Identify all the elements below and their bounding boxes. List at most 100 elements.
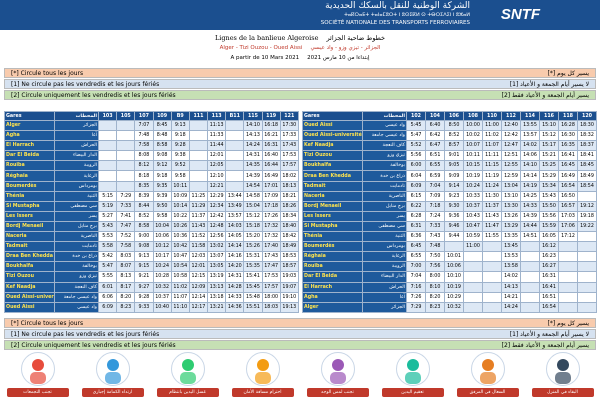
icon-figure bbox=[329, 359, 346, 384]
route-fr: Alger - Tizi Ouzou - Oued Aissi bbox=[219, 45, 303, 51]
advice-icon bbox=[170, 352, 205, 386]
time-cell bbox=[97, 150, 118, 162]
line-fr: Lignes de la banlieue Algeroise bbox=[214, 34, 319, 42]
time-cell: 17:12 bbox=[558, 231, 578, 243]
time-cell: 13:55 bbox=[520, 119, 540, 132]
icon-body bbox=[329, 372, 346, 384]
time-cell: 12:42 bbox=[207, 210, 227, 222]
time-cell: 16:05 bbox=[539, 231, 559, 243]
time-cell bbox=[463, 261, 483, 273]
station-name: Naceria bbox=[302, 190, 363, 202]
advice-icon bbox=[470, 352, 505, 386]
time-cell: 7:04 bbox=[406, 271, 426, 283]
time-cell: 11:37 bbox=[482, 200, 502, 212]
time-cell bbox=[97, 180, 118, 192]
time-cell: 9:52 bbox=[170, 160, 190, 172]
date-fr: A partir de 10 Mars 2021 bbox=[230, 55, 300, 61]
station-name: Agha bbox=[302, 291, 363, 303]
time-cell: 6:31 bbox=[406, 220, 426, 233]
time-cell: 10:43 bbox=[463, 210, 483, 222]
time-cell: 16:57 bbox=[558, 200, 578, 212]
time-cell: 11:10 bbox=[170, 301, 190, 313]
time-cell: 16:18 bbox=[261, 119, 281, 132]
time-cell: 16:23 bbox=[539, 251, 559, 263]
icon-head bbox=[556, 359, 569, 371]
time-cell bbox=[463, 271, 483, 283]
advice-caption: البقاء في المنزل bbox=[531, 388, 594, 397]
time-cell: 13:45 bbox=[501, 241, 521, 253]
time-cell: 16:30 bbox=[558, 130, 578, 142]
time-cell bbox=[116, 130, 136, 142]
train-number: 109 bbox=[152, 111, 172, 121]
time-cell: 17:47 bbox=[261, 261, 281, 273]
route-ar: الجزائر - تيزي وزو - واد عيسي bbox=[310, 45, 381, 51]
time-cell: 7:04 bbox=[425, 180, 445, 192]
time-cell: 6:40 bbox=[425, 119, 445, 132]
station-name: Agha bbox=[4, 130, 55, 142]
time-cell: 12:14 bbox=[188, 291, 209, 303]
time-cell bbox=[188, 150, 209, 162]
time-cell: 8:58 bbox=[152, 140, 172, 152]
time-cell: 11:00 bbox=[463, 241, 483, 253]
time-cell: 9:30 bbox=[444, 200, 464, 212]
station-name-ar: الدار البيضاء bbox=[362, 271, 407, 283]
time-cell: 10:33 bbox=[463, 190, 483, 202]
time-cell: 15:04 bbox=[243, 200, 263, 212]
advice-caption: تعقيم اليدين bbox=[381, 388, 444, 397]
time-cell bbox=[225, 130, 245, 142]
time-cell: 17:53 bbox=[261, 271, 281, 283]
station-row: Les Issers يسر 6:28 7:24 9:36 10:43 11:43 13:26… bbox=[302, 210, 597, 222]
station-name: Boukhalfa bbox=[4, 261, 55, 273]
time-cell bbox=[558, 301, 578, 313]
time-cell: 7:58 bbox=[134, 140, 154, 152]
time-cell: 9:50 bbox=[152, 200, 172, 212]
station-name-ar: برج منايل bbox=[362, 200, 407, 212]
time-cell: 16:31 bbox=[539, 271, 559, 283]
time-cell: 17:09 bbox=[261, 190, 281, 202]
time-cell: 19:10 bbox=[279, 291, 299, 303]
station-row: Kef Naadja كاف النعجة 6:01 8:17 9:27 10:32 11:… bbox=[4, 281, 299, 293]
time-cell: 7:43 bbox=[425, 231, 445, 243]
icon-head bbox=[331, 359, 344, 371]
time-cell: 5:52 bbox=[406, 140, 426, 152]
time-cell: 6:22 bbox=[406, 200, 426, 212]
station-name-ar: الثنية bbox=[362, 231, 407, 243]
time-cell: 18:21 bbox=[279, 190, 299, 202]
icon-head bbox=[481, 359, 494, 371]
time-cell: 13:26 bbox=[501, 210, 521, 222]
icon-head bbox=[181, 359, 194, 371]
time-cell bbox=[482, 271, 502, 283]
time-cell: 16:45 bbox=[558, 160, 578, 172]
advice-icon bbox=[245, 352, 280, 386]
train-number: 108 bbox=[463, 111, 483, 121]
station-row: Boukhalfa بوخالفة 5:47 8:07 9:15 10:24 10:54 12… bbox=[4, 261, 299, 273]
time-cell: 7:26 bbox=[406, 291, 426, 303]
time-cell bbox=[482, 281, 502, 293]
time-cell: 14:10 bbox=[243, 119, 263, 132]
time-cell: 10:37 bbox=[463, 200, 483, 212]
time-cell: 11:25 bbox=[188, 190, 209, 202]
time-cell bbox=[116, 160, 136, 172]
time-cell: 12:42 bbox=[501, 130, 521, 142]
time-cell: 6:15 bbox=[406, 190, 426, 202]
advice-item: البقاء في المنزل bbox=[531, 352, 594, 402]
station-name: Tizi Ouzou bbox=[302, 150, 363, 162]
time-cell: 16:12 bbox=[539, 241, 559, 253]
station-row: El Harrach الحراش 7:58 8:58 9:28 11:44 14:24 16… bbox=[4, 140, 299, 152]
station-row: Agha آغا 7:48 8:48 9:18 11:33 14:13 16:21 17:33 bbox=[4, 130, 299, 142]
time-cell: 6:09 bbox=[97, 301, 118, 313]
station-name: Si Mustapha bbox=[4, 200, 55, 212]
time-cell bbox=[97, 160, 118, 172]
advice-item: السعال في المرفق bbox=[456, 352, 519, 402]
train-number: 119 bbox=[261, 111, 281, 121]
intro-route: Alger - Tizi Ouzou - Oued Aissi الجزائر -… bbox=[0, 45, 600, 51]
time-cell: 18:41 bbox=[577, 150, 597, 162]
icon-head bbox=[106, 359, 119, 371]
time-cell: 16:35 bbox=[558, 140, 578, 152]
time-cell: 13:57 bbox=[225, 210, 245, 222]
station-row: Naceria الناصرية 6:15 7:09 9:23 10:33 11:30 13:… bbox=[302, 190, 597, 202]
time-cell: 14:19 bbox=[520, 180, 540, 192]
time-cell: 13:53 bbox=[501, 251, 521, 263]
time-cell bbox=[444, 241, 464, 253]
